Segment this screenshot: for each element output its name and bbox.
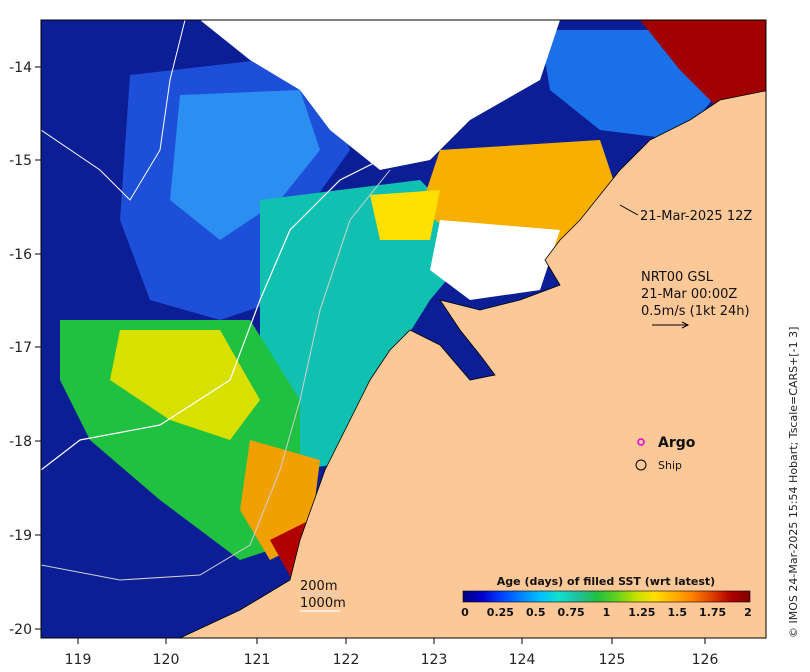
y-tick-label: -15: [9, 153, 32, 169]
ship-legend-label: Ship: [658, 459, 682, 472]
x-tick-label: 123: [421, 652, 448, 668]
contour-offshore: [41, 20, 186, 201]
x-tick-label: 124: [509, 652, 536, 668]
y-tick-label: -16: [9, 247, 32, 263]
y-tick-label: -18: [9, 434, 32, 450]
timestamp-pointer: [619, 204, 639, 216]
missing-data-region: [200, 20, 560, 170]
colorbar-tick-label: 1: [603, 606, 611, 619]
contour-1000m: [41, 159, 381, 471]
x-axis: 119 120 121 122 123 124 125 126: [65, 638, 719, 668]
argo-legend-label: Argo: [658, 435, 696, 451]
ocean-age-zone-teal: [260, 180, 480, 470]
x-tick-label: 126: [692, 652, 719, 668]
colorbar-ticks: 0 0.25 0.5 0.75 1 1.25 1.5 1.75 2: [461, 606, 752, 619]
colorbar-tick-label: 0.25: [487, 606, 514, 619]
ocean-age-zone-lightblue: [170, 90, 320, 240]
x-tick-label: 119: [65, 652, 92, 668]
ship-marker-icon: [635, 459, 647, 471]
x-tick-label: 120: [153, 652, 180, 668]
colorbar-tick-label: 0: [461, 606, 469, 619]
current-scale-arrow: [652, 321, 690, 329]
depth-1000-label: 1000m: [300, 596, 346, 611]
y-tick-label: -20: [9, 622, 32, 638]
x-tick-label: 121: [244, 652, 271, 668]
contour-200m: [41, 169, 391, 581]
timestamp-label: 21-Mar-2025 12Z: [640, 209, 752, 224]
y-tick-label: -19: [9, 528, 32, 544]
x-tick-label: 122: [333, 652, 360, 668]
missing-data-region-2: [430, 220, 560, 300]
colorbar-title: Age (days) of filled SST (wrt latest): [497, 575, 715, 588]
map-layers: [41, 20, 766, 638]
colorbar-tick-label: 1.5: [668, 606, 688, 619]
current-source-label: NRT00 GSL: [641, 270, 714, 285]
current-scale-label: 0.5m/s (1kt 24h): [641, 304, 750, 319]
colorbar-tick-label: 1.75: [699, 606, 726, 619]
colorbar-tick-label: 1.25: [628, 606, 655, 619]
x-tick-label: 125: [599, 652, 626, 668]
y-tick-label: -17: [9, 340, 32, 356]
argo-marker-icon: [637, 438, 645, 446]
y-tick-label: -14: [9, 60, 32, 76]
depth-200-label: 200m: [300, 579, 337, 594]
plot-frame: [40, 19, 767, 639]
ocean-age-zone-yellow-north: [370, 190, 440, 240]
current-time-label: 21-Mar 00:00Z: [641, 287, 737, 302]
colorbar-tick-label: 2: [744, 606, 752, 619]
y-axis: -14 -15 -16 -17 -18 -19 -20: [9, 60, 41, 638]
colorbar: [462, 590, 751, 603]
credit-text: © IMOS 24-Mar-2025 15:54 Hobart; Tscale=…: [787, 327, 800, 638]
land-mass: [179, 90, 766, 638]
colorbar-tick-label: 0.5: [526, 606, 546, 619]
ocean-age-zone-yellow: [110, 330, 260, 440]
colorbar-tick-label: 0.75: [558, 606, 585, 619]
